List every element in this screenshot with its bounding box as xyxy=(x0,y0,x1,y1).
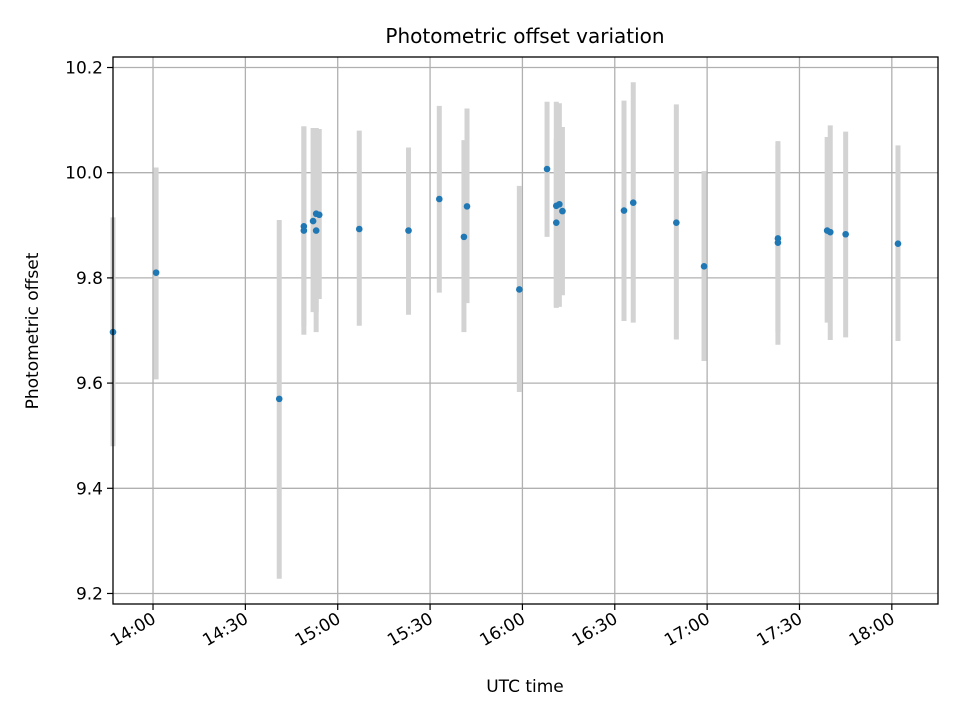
grid xyxy=(113,57,938,604)
data-point xyxy=(300,223,308,230)
chart-title: Photometric offset variation xyxy=(385,24,664,48)
data-point xyxy=(620,207,628,214)
data-points xyxy=(109,165,902,403)
data-point xyxy=(275,395,283,403)
y-axis-label: Photometric offset xyxy=(23,252,43,409)
data-point xyxy=(700,263,708,270)
data-point xyxy=(315,211,323,219)
data-point xyxy=(774,235,782,242)
y-axis-ticks: 9.2 9.4 9.6 9.8 10.0 10.2 xyxy=(65,59,113,604)
y-tick-label: 9.6 xyxy=(76,374,103,394)
data-point xyxy=(355,225,363,233)
data-point xyxy=(405,227,412,234)
data-point xyxy=(309,217,317,225)
plot-frame xyxy=(112,56,939,605)
data-point xyxy=(842,230,849,238)
data-point xyxy=(152,269,160,276)
y-tick-label: 9.2 xyxy=(76,584,103,604)
data-point xyxy=(516,286,523,293)
data-point xyxy=(436,195,443,203)
data-point xyxy=(559,207,566,215)
data-point xyxy=(312,227,320,234)
x-axis-label: UTC time xyxy=(486,677,564,697)
data-point xyxy=(826,228,834,236)
data-point xyxy=(463,203,471,210)
data-point xyxy=(552,219,560,226)
y-tick-label: 9.8 xyxy=(76,269,103,289)
data-point xyxy=(460,233,468,241)
data-point xyxy=(543,165,551,173)
data-point xyxy=(629,199,637,206)
y-tick-label: 10.0 xyxy=(65,164,103,184)
y-tick-label: 10.2 xyxy=(65,59,103,79)
data-point xyxy=(556,200,563,208)
data-point xyxy=(673,219,680,226)
data-point xyxy=(894,240,902,248)
y-tick-label: 9.4 xyxy=(76,479,103,499)
